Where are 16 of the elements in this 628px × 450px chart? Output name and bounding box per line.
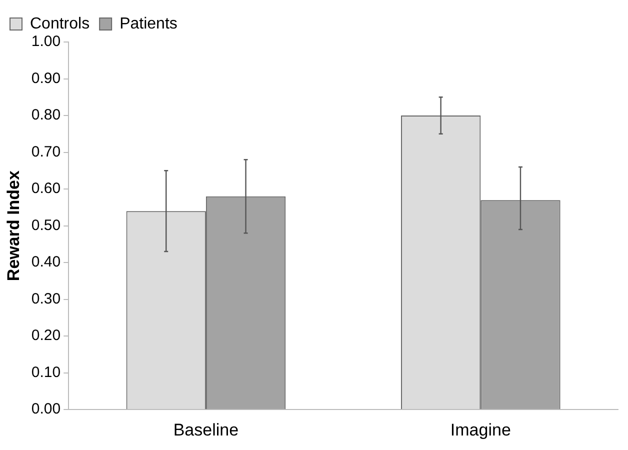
- y-tick-label: 0.90: [31, 70, 61, 87]
- y-tick-label: 0.70: [31, 143, 61, 160]
- y-tick-label: 0.40: [31, 254, 61, 271]
- y-tick-label: 1.00: [31, 33, 61, 50]
- y-tick-label: 0.20: [31, 327, 61, 344]
- y-tick-label: 0.80: [31, 106, 61, 124]
- legend-label: Patients: [120, 15, 178, 32]
- y-tick-label: 0.00: [31, 400, 61, 418]
- legend-label: Controls: [30, 15, 90, 32]
- y-tick-label: 0.50: [31, 216, 61, 234]
- y-tick-label: 0.30: [31, 290, 61, 308]
- y-tick-label: 0.10: [31, 364, 61, 381]
- y-tick-label: 0.60: [31, 180, 61, 198]
- x-tick-label: Imagine: [450, 420, 511, 440]
- x-tick-label: Baseline: [173, 420, 239, 440]
- y-axis-title: Reward Index: [4, 170, 23, 282]
